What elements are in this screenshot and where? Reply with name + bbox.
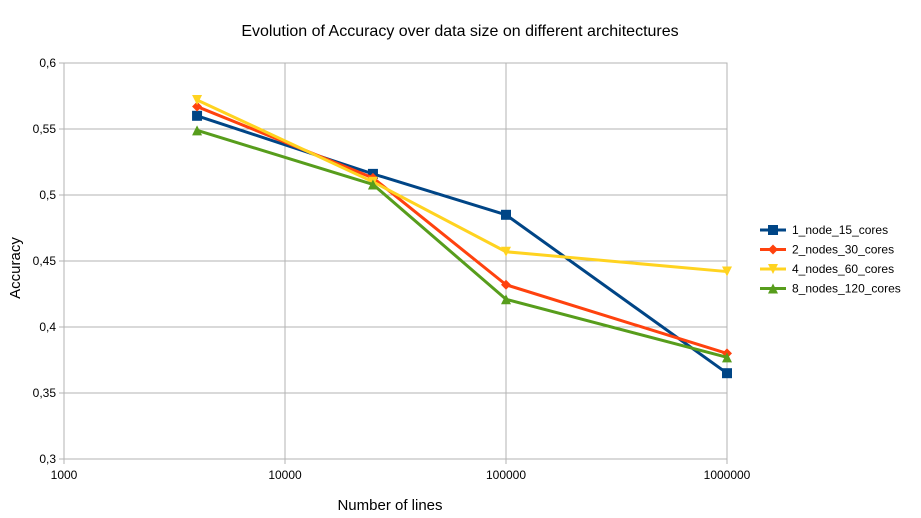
- series-line-8_nodes_120_cores: [196, 128, 728, 359]
- series-line-4_nodes_60_cores: [196, 98, 728, 274]
- x-tick-label: 1000000: [704, 468, 751, 482]
- data-point-4_nodes_60_cores: [501, 246, 511, 257]
- y-tick-label: 0,55: [33, 122, 57, 136]
- data-point-1_node_15_cores: [722, 368, 732, 379]
- data-point-1_node_15_cores: [501, 209, 511, 220]
- y-tick-label: 0,45: [33, 254, 57, 268]
- x-axis-ticks: 1000 10000 100000 1000000: [51, 468, 751, 482]
- data-point-1_node_15_cores: [192, 110, 203, 121]
- chart-title: Evolution of Accuracy over data size on …: [241, 23, 678, 40]
- legend-marker-2_nodes_30_cores: [768, 244, 778, 255]
- gridlines: [59, 62, 728, 464]
- data-point-4_nodes_60_cores: [722, 266, 732, 277]
- y-axis-title: Accuracy: [7, 237, 24, 299]
- legend-label-2_nodes_30_cores: 2_nodes_30_cores: [792, 243, 894, 257]
- legend-label-4_nodes_60_cores: 4_nodes_60_cores: [792, 262, 894, 276]
- legend-marker-8_nodes_120_cores: [768, 283, 778, 294]
- data-point-4_nodes_60_cores: [192, 94, 203, 105]
- y-tick-label: 0,4: [39, 320, 56, 334]
- data-point-2_nodes_30_cores: [501, 279, 511, 290]
- x-tick-label: 10000: [268, 468, 302, 482]
- data-point-8_nodes_120_cores: [501, 294, 511, 305]
- data-point-2_nodes_30_cores: [192, 101, 203, 112]
- data-point-8_nodes_120_cores: [192, 125, 203, 136]
- series-line-1_node_15_cores: [196, 114, 728, 375]
- y-tick-label: 0,6: [39, 56, 56, 70]
- series-group: [192, 94, 732, 379]
- legend-label-8_nodes_120_cores: 8_nodes_120_cores: [792, 282, 901, 296]
- x-tick-label: 1000: [51, 468, 78, 482]
- x-axis-title: Number of lines: [337, 497, 442, 514]
- y-tick-label: 0,5: [39, 188, 56, 202]
- y-tick-label: 0,3: [39, 452, 56, 466]
- legend-marker-4_nodes_60_cores: [768, 264, 778, 274]
- legend-marker-1_node_15_cores: [768, 225, 778, 235]
- plot-area-border: [63, 62, 728, 460]
- data-point-8_nodes_120_cores: [722, 352, 732, 363]
- x-tick-label: 100000: [486, 468, 526, 482]
- legend: 1_node_15_cores 2_nodes_30_cores 4_nodes_6…: [760, 223, 901, 296]
- y-axis-ticks: 0,3 0,35 0,4 0,45 0,5 0,55 0,6: [33, 56, 57, 466]
- data-point-8_nodes_120_cores: [367, 179, 378, 190]
- legend-label-1_node_15_cores: 1_node_15_cores: [792, 223, 888, 237]
- y-tick-label: 0,35: [33, 386, 57, 400]
